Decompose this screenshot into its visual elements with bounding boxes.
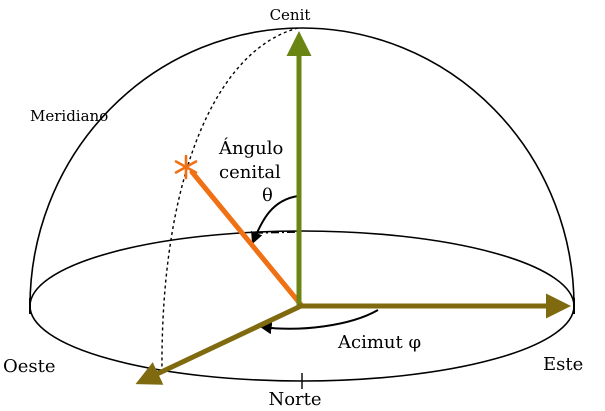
azimuth-arc — [259, 309, 379, 335]
west-label: Oeste — [3, 356, 56, 377]
meridian-arc — [161, 27, 299, 375]
north-axis-arrow — [135, 303, 303, 385]
meridian-label: Meridiano — [30, 107, 108, 125]
zenith-angle-label-line2: cenital — [219, 162, 281, 183]
azimuth-label: Acimut φ — [337, 332, 421, 353]
theta-label: θ — [262, 185, 273, 206]
asterisk-sun-icon — [174, 154, 198, 180]
zenith-angle-label-line1: Ángulo — [218, 136, 283, 159]
sun-ray-projection — [254, 231, 299, 234]
sun-ray — [189, 169, 305, 309]
zenith-angle-arc — [251, 195, 299, 245]
zenith-label: Cenit — [270, 6, 311, 24]
east-label: Este — [543, 354, 583, 375]
hemisphere-outline — [29, 27, 575, 307]
north-label: Norte — [268, 389, 321, 410]
